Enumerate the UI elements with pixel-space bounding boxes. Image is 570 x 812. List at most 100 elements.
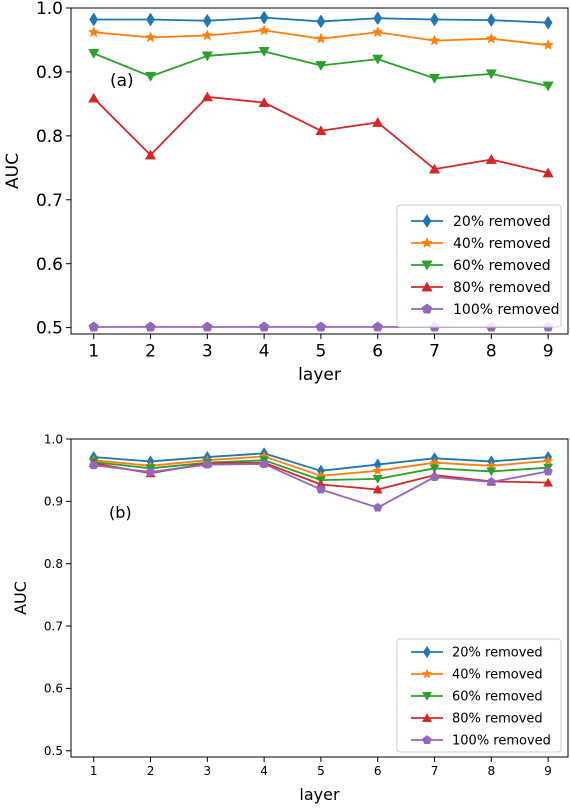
legend-entry-label: 40% removed [453, 236, 551, 252]
x-tick-label: 6 [372, 341, 383, 361]
data-point-marker [144, 149, 157, 160]
x-tick-label: 8 [486, 341, 497, 361]
data-point-marker [372, 465, 383, 476]
legend-marker-sample [421, 236, 433, 248]
data-point-marker [428, 73, 441, 84]
data-point-marker [372, 321, 383, 332]
data-point-marker [430, 12, 439, 27]
data-point-marker [145, 321, 156, 332]
series-20-removed [89, 10, 553, 30]
data-point-marker [543, 466, 553, 476]
y-tick-label: 0.9 [36, 63, 63, 83]
series-40-removed [87, 24, 554, 51]
data-point-marker [373, 11, 383, 26]
data-point-marker [146, 12, 155, 27]
panel-label: (b) [109, 503, 132, 522]
data-point-marker [372, 116, 384, 127]
data-point-marker [543, 15, 553, 30]
data-point-marker [259, 10, 269, 25]
data-point-marker [486, 13, 496, 28]
data-point-marker [486, 477, 496, 486]
data-point-marker [144, 71, 157, 82]
data-point-marker [372, 54, 384, 65]
x-tick-label: 4 [259, 341, 270, 361]
chart-panel-a: 0.5 0.6 0.7 0.8 0.9 1.0 1 2 3 4 5 6 7 8 9 layer AUC (a) 20… [3, 0, 569, 385]
series-100-removed [89, 459, 553, 512]
data-point-marker [542, 81, 554, 92]
data-point-marker [316, 484, 326, 494]
legend-marker-sample [423, 645, 431, 659]
data-point-marker [371, 26, 384, 38]
data-point-marker [373, 502, 383, 512]
data-point-marker [315, 32, 327, 44]
data-point-marker [87, 26, 100, 38]
data-point-marker [543, 477, 554, 487]
legend-marker-sample [421, 692, 433, 701]
legend-marker-sample [422, 214, 432, 228]
series-80-removed [88, 91, 554, 178]
x-tick-label: 3 [202, 341, 213, 361]
data-point-marker [485, 154, 497, 164]
data-point-marker [316, 14, 326, 29]
x-tick-label: 1 [90, 764, 98, 778]
x-tick-label: 5 [317, 764, 325, 778]
data-point-marker [89, 12, 99, 27]
series-60-removed [88, 47, 554, 92]
data-point-marker [88, 321, 99, 332]
chart-panel-b: 0.5 0.6 0.7 0.8 0.9 1.0 1 2 3 4 5 6 7 8 9 layer AUC (b) 20… [11, 432, 569, 804]
legend: 20% removed 40% removed 60% removed 80% rem… [396, 638, 562, 753]
legend-box [396, 638, 562, 753]
y-tick-label: 0.9 [44, 495, 63, 509]
panel-label: (a) [110, 71, 134, 91]
legend-marker-sample [422, 735, 432, 744]
data-point-marker [542, 38, 554, 51]
data-point-marker [428, 34, 441, 46]
legend-marker-sample [421, 668, 433, 679]
legend-entry-label: 20% removed [453, 214, 551, 230]
data-point-marker [542, 167, 554, 178]
legend-entry-label: 60% removed [452, 690, 543, 705]
y-tick-label: 0.8 [36, 127, 63, 147]
y-tick-label: 0.5 [44, 744, 63, 758]
data-point-marker [429, 464, 440, 474]
x-tick-label: 4 [260, 764, 268, 778]
data-point-marker [201, 29, 214, 41]
y-tick-label: 1.0 [44, 432, 63, 446]
data-point-marker [259, 459, 269, 468]
legend-entry-label: 80% removed [453, 280, 551, 296]
x-tick-label: 5 [316, 341, 327, 361]
x-axis-label: layer [299, 785, 340, 804]
data-point-marker [372, 484, 383, 494]
legend-entry-label: 60% removed [453, 258, 551, 274]
data-point-marker [372, 474, 383, 484]
data-point-marker [486, 467, 497, 477]
data-point-marker [145, 467, 156, 477]
data-point-marker [428, 163, 441, 174]
data-point-marker [88, 92, 100, 103]
data-point-marker [485, 32, 498, 44]
data-point-marker [485, 69, 497, 80]
y-tick-label: 0.6 [44, 682, 63, 696]
legend-entry-label: 100% removed [453, 302, 560, 318]
x-tick-label: 3 [203, 764, 211, 778]
y-axis-label: AUC [3, 153, 23, 189]
x-axis-label: layer [298, 365, 341, 385]
data-point-marker [201, 91, 213, 102]
y-tick-label: 1.0 [36, 0, 63, 19]
x-tick-label: 2 [145, 341, 156, 361]
plot-frame [70, 7, 569, 335]
data-point-marker [201, 51, 213, 62]
data-point-marker [315, 321, 327, 332]
data-point-marker [202, 321, 213, 332]
data-point-marker [258, 47, 270, 57]
data-point-marker [258, 97, 270, 108]
legend-marker-sample [421, 260, 433, 271]
legend-entry-label: 40% removed [452, 668, 543, 683]
y-tick-label: 0.8 [44, 557, 63, 571]
data-point-marker [202, 13, 212, 28]
y-tick-label: 0.7 [36, 191, 63, 211]
data-point-marker [89, 460, 99, 470]
x-tick-label: 7 [429, 341, 440, 361]
